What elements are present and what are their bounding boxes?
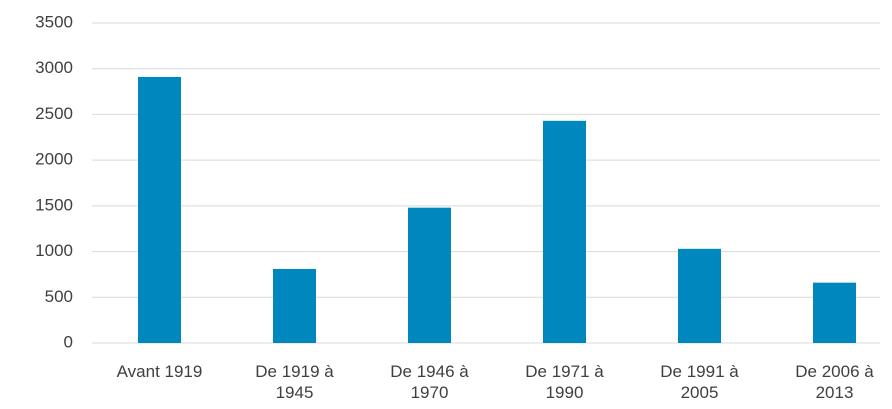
- x-tick-label: De 1946 à 1970: [390, 362, 469, 402]
- bar: [678, 248, 721, 343]
- bar: [408, 207, 451, 343]
- bar: [273, 268, 316, 343]
- x-tick-label: De 1971 à 1990: [525, 362, 604, 402]
- x-tick-label: Avant 1919: [116, 362, 203, 381]
- y-tick-label: 2000: [35, 150, 73, 169]
- bar: [543, 120, 586, 343]
- x-tick-label: De 2006 à 2013: [795, 362, 874, 402]
- y-tick-label: 3500: [35, 12, 73, 31]
- y-tick-label: 3000: [35, 58, 73, 77]
- bar: [138, 76, 181, 343]
- x-tick-label: De 1919 à 1945: [255, 362, 334, 402]
- y-tick-label: 500: [45, 287, 73, 306]
- y-tick-label: 1000: [35, 241, 73, 260]
- x-tick-label: De 1991 à 2005: [660, 362, 739, 402]
- y-tick-label: 1500: [35, 195, 73, 214]
- y-tick-label: 2500: [35, 104, 73, 123]
- bar: [813, 282, 856, 343]
- y-tick-label: 0: [64, 332, 73, 351]
